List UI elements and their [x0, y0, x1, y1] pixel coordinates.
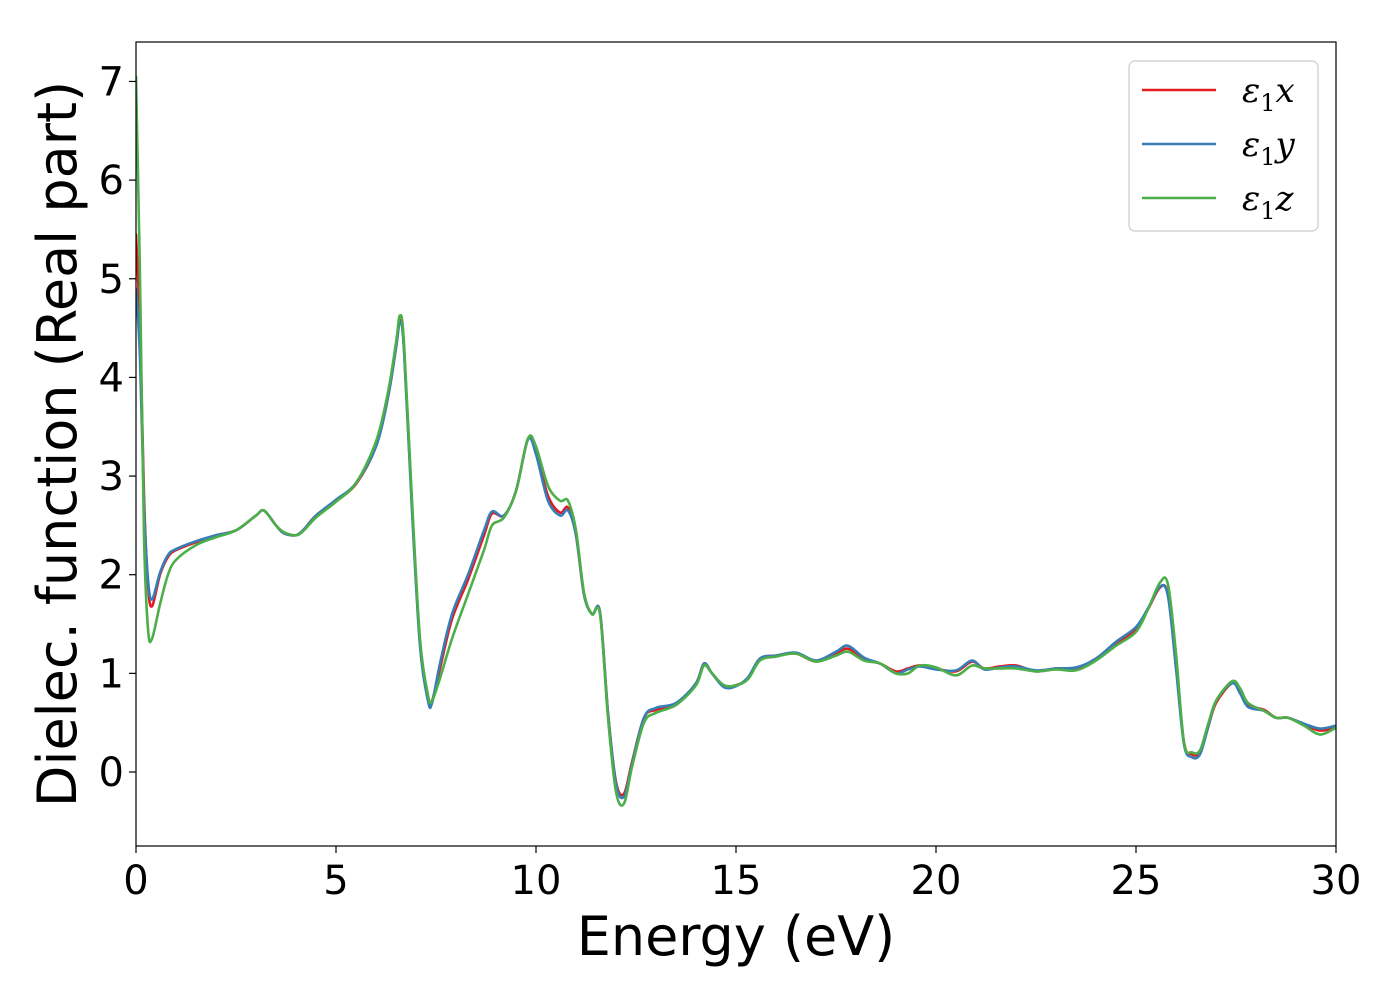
y-tick-label: 5 [99, 257, 124, 303]
y-tick-label: 1 [99, 651, 124, 697]
ticks-layer: 0 5 10 15 20 25 30 0 1 2 3 4 5 6 7 [99, 59, 1362, 904]
x-tick-label: 30 [1311, 858, 1362, 904]
x-tick-label: 15 [711, 858, 762, 904]
y-tick-label: 4 [99, 355, 124, 401]
legend-box [1128, 60, 1319, 232]
x-axis-title: Energy (eV) [577, 905, 896, 968]
legend-label-z: ε1z [1242, 179, 1295, 225]
y-tick-label: 3 [99, 454, 124, 500]
y-tick-label: 2 [99, 553, 124, 599]
x-tick-label: 5 [323, 858, 348, 904]
legend: ε1x ε1y ε1z [1128, 60, 1319, 232]
legend-label-x: ε1x [1242, 71, 1295, 117]
y-tick-label: 0 [99, 750, 124, 796]
legend-label-y: ε1y [1242, 125, 1296, 171]
x-tick-label: 20 [911, 858, 962, 904]
series-line-z [136, 75, 1336, 807]
x-tick-label: 25 [1111, 858, 1162, 904]
y-tick-label: 6 [99, 158, 124, 204]
x-tick-label: 10 [511, 858, 562, 904]
y-axis-title: Dielec. function (Real part) [26, 81, 89, 807]
series-layer [136, 75, 1336, 807]
y-tick-label: 7 [99, 59, 124, 105]
x-tick-label: 0 [123, 858, 148, 904]
